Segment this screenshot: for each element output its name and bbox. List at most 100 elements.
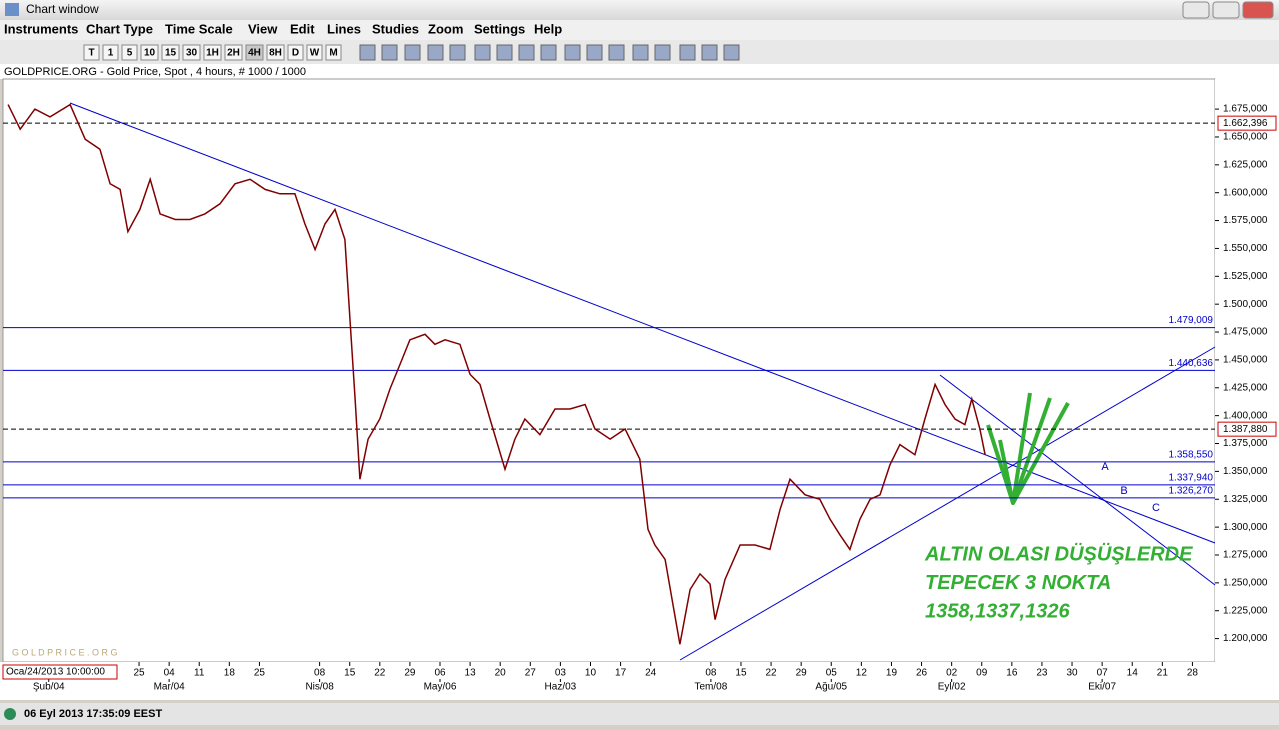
menu-item[interactable]: Lines: [327, 21, 361, 36]
toolbar-icon[interactable]: [404, 44, 421, 61]
x-tick-label: 13: [465, 668, 477, 679]
toolbar-button[interactable]: [121, 44, 138, 61]
level-label: 1.358,550: [1169, 449, 1214, 460]
x-tick-label: 28: [1187, 668, 1199, 679]
x-tick-label: 27: [525, 668, 537, 679]
x-tick-label: 18: [224, 668, 236, 679]
month-tick-label: Nis/08: [305, 682, 334, 693]
toolbar-button[interactable]: [287, 44, 304, 61]
month-tick-label: Ağu/05: [815, 682, 847, 693]
y-tick-label: 1.300,000: [1223, 522, 1268, 533]
y-tick-label: 1.650,000: [1223, 132, 1268, 143]
x-tick-label: 21: [1157, 668, 1169, 679]
x-tick-label: 03: [555, 668, 567, 679]
y-tick-label: 1.200,000: [1223, 633, 1268, 644]
toolbar-icon[interactable]: [496, 44, 513, 61]
x-tick-label: 02: [946, 668, 958, 679]
toolbar-button[interactable]: [266, 44, 285, 61]
toolbar-button-label[interactable]: 4H: [248, 48, 261, 59]
toolbar-icon[interactable]: [723, 44, 740, 61]
menu-item[interactable]: View: [248, 21, 278, 36]
annotation: 1358,1337,1326: [925, 600, 1070, 622]
toolbar-button[interactable]: [245, 44, 264, 61]
menu-item[interactable]: Time Scale: [165, 21, 233, 36]
toolbar-button[interactable]: [325, 44, 342, 61]
x-tick-label: 15: [344, 668, 356, 679]
toolbar-icon[interactable]: [632, 44, 649, 61]
y-tick-label: 1.450,000: [1223, 355, 1268, 366]
toolbar-button-label[interactable]: 2H: [227, 48, 240, 59]
x-tick-label: 22: [374, 668, 386, 679]
toolbar-icon[interactable]: [679, 44, 696, 61]
toolbar-button[interactable]: [102, 44, 119, 61]
title-bar: [0, 0, 1279, 20]
x-tick-label: 26: [916, 668, 928, 679]
x-tick-label: 20: [495, 668, 507, 679]
toolbar-button-label[interactable]: 8H: [269, 48, 282, 59]
toolbar-icon[interactable]: [449, 44, 466, 61]
window-title: Chart window: [26, 2, 99, 16]
menu-item[interactable]: Studies: [372, 21, 419, 36]
toolbar-icon[interactable]: [586, 44, 603, 61]
line-label: B: [1120, 485, 1127, 497]
level-label: 1.326,270: [1169, 485, 1214, 496]
y-tick-label: 1.525,000: [1223, 271, 1268, 282]
price-line: [7, 103, 986, 645]
toolbar-button-label[interactable]: M: [329, 48, 337, 59]
toolbar-button-label[interactable]: 15: [165, 48, 177, 59]
toolbar-icon[interactable]: [701, 44, 718, 61]
toolbar-icon[interactable]: [518, 44, 535, 61]
status-bar: [0, 703, 1279, 725]
y-tick-label: 1.625,000: [1223, 159, 1268, 170]
level-label: 1.662,396: [1223, 118, 1268, 129]
menu-item[interactable]: Settings: [474, 21, 525, 36]
v-markers: [986, 392, 1070, 505]
level-label: 1.337,940: [1169, 472, 1214, 483]
toolbar-button[interactable]: [161, 44, 180, 61]
toolbar-button[interactable]: [224, 44, 243, 61]
toolbar-icon[interactable]: [359, 44, 376, 61]
menu-item[interactable]: Zoom: [428, 21, 463, 36]
cursor-date: Oca/24/2013 10:00:00: [6, 667, 105, 678]
x-tick-label: 10: [585, 668, 597, 679]
maximize-button[interactable]: [1212, 1, 1240, 19]
toolbar-button[interactable]: [203, 44, 222, 61]
level-label: 1.479,009: [1169, 315, 1214, 326]
toolbar-icon[interactable]: [564, 44, 581, 61]
toolbar-icon[interactable]: [474, 44, 491, 61]
month-tick-label: Tem/08: [694, 682, 727, 693]
toolbar-button[interactable]: [140, 44, 159, 61]
toolbar-icon[interactable]: [608, 44, 625, 61]
minimize-button[interactable]: [1182, 1, 1210, 19]
month-tick-label: Mar/04: [154, 682, 186, 693]
toolbar-button-label[interactable]: 30: [186, 48, 198, 59]
close-button[interactable]: [1242, 1, 1274, 19]
toolbar-button[interactable]: [306, 44, 323, 61]
toolbar-button-label[interactable]: D: [292, 48, 299, 59]
toolbar-button-label[interactable]: T: [88, 48, 94, 59]
x-tick-label: 25: [133, 668, 145, 679]
toolbar-button-label[interactable]: 10: [144, 48, 156, 59]
menu-item[interactable]: Chart Type: [86, 21, 153, 36]
level-badge: [1217, 115, 1277, 131]
y-tick-label: 1.425,000: [1223, 382, 1268, 393]
toolbar-button[interactable]: [83, 44, 100, 61]
menu-item[interactable]: Instruments: [4, 21, 78, 36]
toolbar-button-label[interactable]: 1: [108, 48, 114, 59]
toolbar-icon[interactable]: [654, 44, 671, 61]
toolbar-icon[interactable]: [427, 44, 444, 61]
toolbar-button[interactable]: [182, 44, 201, 61]
y-tick-label: 1.375,000: [1223, 438, 1268, 449]
toolbar-icon[interactable]: [540, 44, 557, 61]
status-icon: [4, 708, 16, 720]
time-axis: [0, 662, 1279, 700]
toolbar-button-label[interactable]: 1H: [206, 48, 219, 59]
toolbar-icon[interactable]: [381, 44, 398, 61]
toolbar-button-label[interactable]: W: [310, 48, 320, 59]
trend-line: [939, 374, 1216, 586]
toolbar-button-label[interactable]: 5: [127, 48, 133, 59]
menu-item[interactable]: Help: [534, 21, 562, 36]
menu-item[interactable]: Edit: [290, 21, 315, 36]
y-tick-label: 1.475,000: [1223, 327, 1268, 338]
